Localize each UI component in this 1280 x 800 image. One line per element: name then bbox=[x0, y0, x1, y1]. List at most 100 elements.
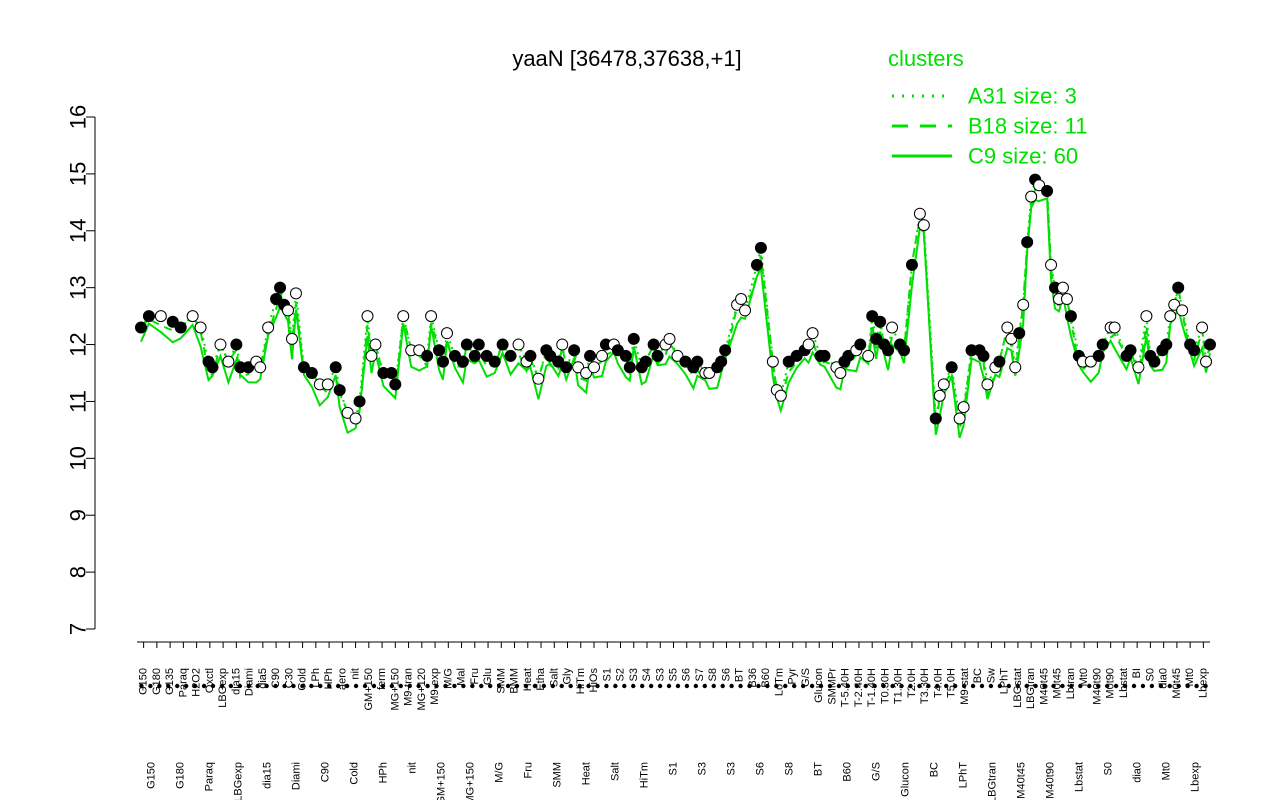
x-sample-marker bbox=[890, 683, 895, 689]
x-sample-marker bbox=[237, 683, 243, 689]
x-tick-label: HiTm bbox=[639, 762, 651, 788]
data-point bbox=[1025, 190, 1038, 203]
x-sample-marker bbox=[586, 683, 591, 689]
x-tick-label: Mt0 bbox=[1184, 668, 1196, 686]
y-tick-label: 10 bbox=[66, 446, 91, 470]
x-tick-label: Fru bbox=[523, 762, 535, 779]
x-tick-label: dia5 bbox=[257, 668, 269, 689]
x-tick-label: M0t45 bbox=[1171, 668, 1183, 699]
data-point bbox=[663, 332, 676, 345]
data-point bbox=[802, 338, 815, 351]
x-tick-label: S6 bbox=[681, 668, 693, 681]
x-tick-label: G/S bbox=[871, 762, 883, 781]
x-axis: G150 G180 G135 Paraq H2O2 Oxctl LBGexp dia15 Dia… bbox=[137, 641, 1210, 800]
x-sample-marker bbox=[684, 683, 690, 689]
x-sample-marker bbox=[1024, 683, 1029, 689]
x-sample-marker bbox=[1078, 683, 1083, 689]
data-point bbox=[1164, 310, 1177, 323]
x-tick-label: G/S bbox=[800, 668, 812, 687]
x-tick-label: Pyr bbox=[787, 668, 799, 685]
data-point bbox=[937, 378, 950, 391]
x-sample-marker bbox=[282, 683, 287, 689]
x-sample-marker bbox=[1140, 683, 1146, 689]
x-sample-marker bbox=[640, 683, 645, 689]
x-sample-marker bbox=[1131, 683, 1137, 689]
x-sample-marker bbox=[514, 683, 520, 689]
x-sample-marker bbox=[416, 683, 421, 689]
data-point bbox=[818, 349, 831, 362]
x-tick-label: Lbstat bbox=[1118, 668, 1130, 698]
data-point bbox=[254, 361, 267, 374]
x-tick-label: SMM bbox=[552, 762, 564, 788]
data-point bbox=[957, 401, 970, 414]
x-sample-marker bbox=[899, 683, 904, 689]
x-sample-marker bbox=[577, 683, 582, 689]
x-tick-label: LBGexp bbox=[217, 668, 229, 708]
x-tick-label: H2O2 bbox=[191, 668, 203, 697]
data-point bbox=[913, 207, 926, 220]
data-point bbox=[806, 327, 819, 340]
data-point bbox=[886, 321, 899, 334]
data-point bbox=[862, 349, 875, 362]
x-sample-marker bbox=[666, 683, 672, 689]
data-point bbox=[854, 338, 867, 351]
data-point bbox=[754, 241, 767, 254]
legend-label: A31 size: 3 bbox=[968, 84, 1077, 109]
x-sample-marker bbox=[371, 683, 377, 689]
x-tick-label: LoTm bbox=[773, 668, 785, 696]
x-sample-marker bbox=[631, 683, 636, 689]
x-tick-label: Lbexp bbox=[1190, 762, 1202, 792]
data-points bbox=[134, 173, 1216, 425]
x-tick-label: nit bbox=[407, 762, 419, 774]
x-sample-marker bbox=[380, 683, 386, 689]
data-point bbox=[1092, 349, 1105, 362]
x-sample-marker bbox=[944, 683, 949, 689]
data-point bbox=[1188, 344, 1201, 357]
y-tick-label: 15 bbox=[66, 162, 91, 186]
x-sample-marker bbox=[1149, 683, 1155, 689]
chart-title: yaaN [36478,37638,+1] bbox=[512, 46, 741, 71]
legend-label: C9 size: 60 bbox=[968, 144, 1078, 169]
x-sample-marker bbox=[479, 683, 484, 689]
series-line-dashed bbox=[140, 187, 1211, 429]
x-sample-marker bbox=[765, 683, 770, 689]
x-tick-label: T3.30H bbox=[919, 668, 931, 704]
x-sample-marker bbox=[1113, 683, 1119, 689]
data-point bbox=[329, 361, 342, 374]
x-sample-marker bbox=[541, 683, 547, 689]
x-tick-label: S3 bbox=[628, 668, 640, 681]
x-tick-label: SMM bbox=[495, 668, 507, 694]
data-point bbox=[627, 332, 640, 345]
x-tick-label: Heat bbox=[522, 668, 534, 691]
x-tick-label: Lbstat bbox=[1074, 762, 1086, 792]
x-sample-marker bbox=[264, 683, 269, 689]
x-sample-marker bbox=[908, 683, 913, 689]
x-tick-label: ferm bbox=[376, 668, 388, 690]
x-tick-label: S3 bbox=[697, 762, 709, 775]
data-point bbox=[882, 344, 895, 357]
x-tick-label: BMM bbox=[509, 668, 521, 694]
data-point bbox=[385, 367, 398, 379]
data-point bbox=[917, 219, 930, 232]
data-point bbox=[1124, 344, 1137, 357]
x-tick-label: GM+150 bbox=[436, 762, 448, 800]
data-point bbox=[369, 338, 382, 351]
data-point bbox=[321, 378, 334, 391]
x-sample-marker bbox=[398, 683, 403, 689]
x-sample-marker bbox=[344, 683, 350, 689]
x-tick-label: C90 bbox=[270, 668, 282, 688]
x-sample-marker bbox=[1042, 683, 1047, 689]
x-tick-label: M40t45 bbox=[1016, 762, 1028, 799]
x-tick-label: M/G bbox=[494, 762, 506, 783]
x-sample-marker bbox=[675, 683, 681, 689]
x-sample-marker bbox=[961, 683, 967, 689]
x-tick-label: SMMPr bbox=[826, 668, 838, 705]
x-tick-label: Oxctl bbox=[204, 668, 216, 693]
data-point bbox=[1160, 338, 1173, 351]
x-tick-label: G135 bbox=[164, 668, 176, 695]
data-point bbox=[389, 378, 402, 391]
x-tick-label: Lbtran bbox=[1065, 668, 1077, 699]
x-tick-label: LBGtran bbox=[987, 762, 999, 800]
x-tick-label: BT bbox=[734, 668, 746, 682]
x-tick-label: M0t90 bbox=[1105, 668, 1117, 699]
